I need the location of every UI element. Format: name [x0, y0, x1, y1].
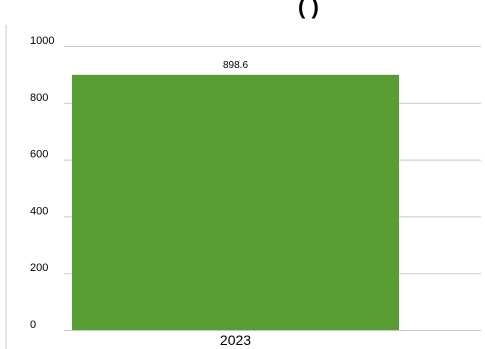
y-tick-label-200: 200 — [30, 262, 48, 274]
chart-title-fragment: ( ) — [298, 0, 319, 19]
bars — [72, 74, 399, 330]
data-labels: 898.6 — [223, 60, 248, 71]
x-axis-categories: 2023 — [220, 332, 251, 348]
y-tick-label-400: 400 — [30, 205, 48, 217]
y-tick-label-0: 0 — [30, 319, 36, 331]
bar-2023 — [72, 74, 399, 330]
x-category-label-2023: 2023 — [220, 332, 251, 348]
y-tick-label-600: 600 — [30, 149, 48, 161]
y-axis-ticks: 0 200 400 600 800 1000 — [30, 35, 54, 331]
y-tick-label-1000: 1000 — [30, 35, 54, 47]
data-label-2023: 898.6 — [223, 60, 248, 71]
y-tick-label-800: 800 — [30, 92, 48, 104]
